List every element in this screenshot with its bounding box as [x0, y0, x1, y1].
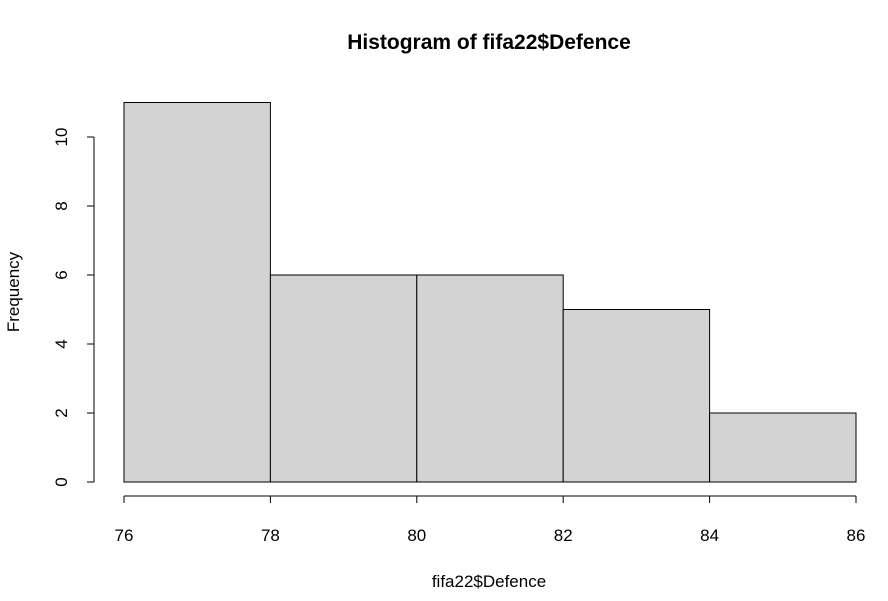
histogram-bar-84-86: [709, 412, 857, 483]
x-tick-label: 84: [700, 526, 719, 545]
x-tick-label: 76: [115, 526, 134, 545]
y-tick-label: 4: [52, 339, 71, 348]
histogram-bar-80-82: [416, 274, 564, 483]
y-tick-label: 6: [52, 270, 71, 279]
x-tick-label: 80: [407, 526, 426, 545]
histogram-bar-76-78: [123, 102, 271, 483]
chart-title: Histogram of fifa22$Defence: [347, 31, 631, 54]
x-tick-label: 86: [847, 526, 866, 545]
y-tick-label: 0: [52, 477, 71, 486]
bars-group: [123, 102, 857, 483]
y-axis-label: Frequency: [4, 251, 23, 332]
y-tick-label: 8: [52, 201, 71, 210]
x-axis: 76 78 80 82 84 86: [115, 495, 866, 545]
y-axis: 0 2 4 6 8 10: [52, 128, 95, 487]
histogram-bar-82-84: [562, 309, 711, 483]
x-tick-label: 82: [554, 526, 573, 545]
y-tick-label: 2: [52, 408, 71, 417]
y-tick-label: 10: [52, 128, 71, 147]
x-axis-label: fifa22$Defence: [432, 572, 546, 591]
x-tick-label: 78: [261, 526, 280, 545]
histogram-bar-78-80: [269, 274, 418, 483]
